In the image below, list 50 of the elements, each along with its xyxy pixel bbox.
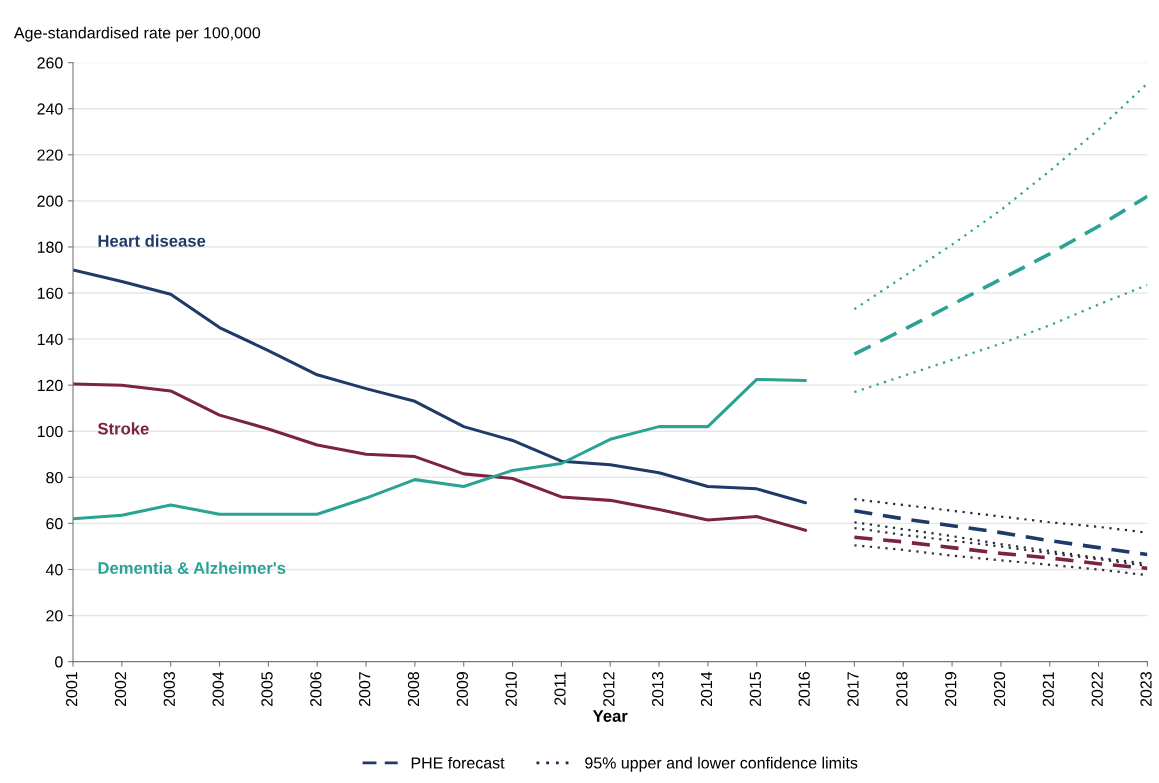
- x-tick-label: 2022: [1091, 672, 1103, 707]
- series-label: Heart disease: [98, 234, 206, 247]
- y-tick-label: 200: [37, 195, 63, 207]
- y-tick-label: 40: [45, 564, 63, 576]
- y-tick-label: 160: [37, 287, 63, 299]
- x-tick-label: 2002: [114, 672, 127, 707]
- x-tick-label: 2017: [847, 672, 859, 707]
- x-tick-label: 2013: [652, 672, 664, 707]
- y-tick-label: 20: [46, 610, 63, 622]
- x-tick-label: 2008: [407, 672, 420, 707]
- y-axis-title: Age-standardised rate per 100,000: [13, 26, 261, 42]
- x-tick-label: 2009: [456, 672, 468, 707]
- x-tick-label: 2021: [1042, 672, 1055, 707]
- y-tick-label: 140: [37, 333, 63, 346]
- line-series: [852, 508, 1148, 557]
- x-tick-label: 2011: [554, 672, 566, 705]
- y-tick-label: 220: [37, 149, 63, 161]
- x-tick-label: 2003: [163, 672, 175, 707]
- line-series: [852, 535, 1148, 571]
- y-tick-label: 180: [37, 241, 63, 253]
- x-tick-label: 2016: [798, 672, 810, 707]
- y-tick-label: 240: [37, 103, 63, 115]
- text: Dementia & Alzheimer's: [98, 561, 286, 574]
- x-tick-label: 2015: [749, 672, 762, 707]
- line-series: [853, 82, 1148, 311]
- line-series: [852, 194, 1148, 356]
- x-tick-label: 2023: [1140, 672, 1152, 707]
- x-axis-title: Year: [592, 710, 628, 722]
- y-tick-label: 100: [37, 425, 63, 438]
- x-tick-label: 2006: [310, 672, 322, 707]
- y-tick-label: 120: [37, 379, 63, 392]
- line-series: [73, 268, 808, 505]
- legend-label: PHE forecast: [411, 756, 505, 769]
- x-tick-label: 2007: [359, 672, 371, 707]
- x-tick-label: 2019: [945, 672, 957, 707]
- x-tick-label: 2012: [603, 672, 615, 707]
- y-tick-label: 0: [55, 656, 63, 668]
- x-tick-label: 2014: [700, 671, 713, 707]
- x-tick-label: 2018: [896, 672, 908, 707]
- x-tick-label: 2004: [212, 671, 224, 707]
- legend-label: 95% upper and lower confidence limits: [585, 756, 858, 772]
- y-tick-label: 260: [37, 57, 63, 69]
- x-tick-label: 2010: [505, 671, 517, 707]
- x-tick-label: 2001: [65, 672, 78, 707]
- y-tick-label: 80: [46, 471, 63, 484]
- text: Stroke: [97, 422, 149, 435]
- x-tick-label: 2020: [993, 671, 1006, 707]
- y-tick-label: 60: [46, 518, 63, 530]
- x-tick-label: 2005: [261, 672, 273, 707]
- line-series: [853, 283, 1148, 394]
